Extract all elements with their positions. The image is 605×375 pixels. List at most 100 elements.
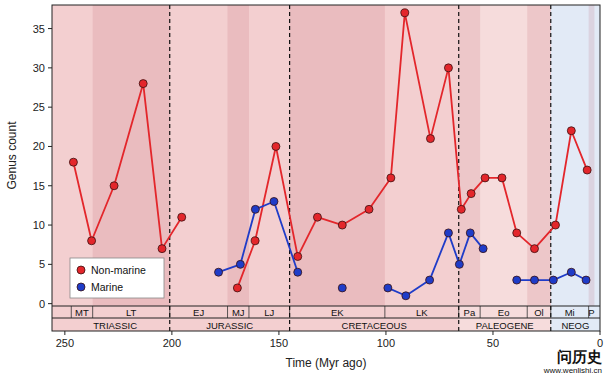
epoch-label: LK [416, 307, 428, 318]
data-point [313, 213, 321, 221]
timescale-background [52, 5, 600, 331]
data-point [88, 237, 96, 245]
y-tick [48, 225, 52, 226]
data-point [251, 205, 259, 213]
band-line [52, 318, 600, 319]
data-point [384, 284, 392, 292]
data-point [498, 174, 506, 182]
y-tick-label: 35 [33, 23, 45, 35]
epoch-label: MT [75, 307, 89, 318]
x-tick [492, 331, 493, 335]
epoch-divider [92, 306, 93, 318]
data-point [444, 64, 452, 72]
frame [52, 5, 600, 331]
data-point [426, 135, 434, 143]
legend: Non-marineMarine [70, 258, 164, 298]
x-tick [64, 331, 65, 335]
legend-marker [77, 283, 85, 291]
y-tick-label: 5 [39, 258, 45, 270]
epoch-label: P [588, 307, 594, 318]
data-point [139, 80, 147, 88]
epoch-band [589, 5, 595, 306]
data-point [401, 9, 409, 17]
x-tick-label: 100 [377, 337, 395, 349]
y-tick [48, 185, 52, 186]
data-point [583, 166, 591, 174]
epoch-band [527, 5, 551, 306]
data-point [178, 213, 186, 221]
period-label: CRETACEOUS [342, 320, 407, 331]
period-band [551, 5, 600, 331]
data-point [567, 127, 575, 135]
period-label: TRIASSIC [93, 320, 137, 331]
data-point [233, 284, 241, 292]
series-line [73, 13, 587, 288]
data-point [402, 292, 410, 300]
data-point [530, 245, 538, 253]
x-tick [385, 331, 386, 335]
watermark-url: www.wenlishi.cn [543, 366, 602, 375]
epoch-divider [527, 306, 528, 318]
data-point [158, 245, 166, 253]
data-point [549, 276, 557, 284]
y-tick-label: 25 [33, 101, 45, 113]
epoch-label: EK [331, 307, 344, 318]
data-point [294, 268, 302, 276]
epoch-divider [480, 306, 481, 318]
plot-background [52, 5, 600, 331]
data-point [551, 221, 559, 229]
y-tick-label: 30 [33, 62, 45, 74]
epoch-divider [248, 306, 249, 318]
y-tick-label: 0 [39, 298, 45, 310]
x-tick-label: 50 [487, 337, 499, 349]
data-point [567, 268, 575, 276]
epoch-label: Eo [498, 307, 510, 318]
period-boundary [289, 5, 290, 331]
epoch-label: MJ [232, 307, 245, 318]
y-tick [48, 107, 52, 108]
y-tick [48, 146, 52, 147]
y-tick-label: 20 [33, 140, 45, 152]
data-point [455, 260, 463, 268]
data-point [479, 245, 487, 253]
epoch-label: Ol [534, 307, 544, 318]
data-point [270, 197, 278, 205]
data-point [582, 276, 590, 284]
epoch-label: Pa [464, 307, 476, 318]
data-point [251, 237, 259, 245]
data-point [513, 229, 521, 237]
epoch-divider [71, 306, 72, 318]
data-point [69, 158, 77, 166]
epoch-label: EJ [193, 307, 204, 318]
epoch-label: LJ [264, 307, 274, 318]
watermark-title: 问历史 [557, 348, 602, 365]
epoch-band [290, 5, 385, 306]
data-point [457, 205, 465, 213]
x-tick-label: 150 [270, 337, 288, 349]
x-tick [600, 331, 601, 335]
data-point [272, 142, 280, 150]
legend-marker [77, 266, 85, 274]
epoch-label: LT [126, 307, 137, 318]
series-line [219, 201, 587, 295]
data-point [426, 276, 434, 284]
period-band [290, 5, 459, 331]
period-boundary [169, 5, 170, 331]
data-point [215, 268, 223, 276]
period-label: NEOG [561, 320, 589, 331]
epoch-divider [227, 306, 228, 318]
y-tick [48, 303, 52, 304]
data-point [467, 190, 475, 198]
legend-box [70, 258, 164, 298]
data-point [444, 229, 452, 237]
period-label: PALEOGENE [476, 320, 534, 331]
y-axis-title: Genus count [5, 121, 19, 190]
data-point [338, 284, 346, 292]
y-tick-label: 10 [33, 219, 45, 231]
data-point [530, 276, 538, 284]
y-tick-label: 15 [33, 180, 45, 192]
chart: MTLTEJMJLJEKLKPaEoOlMiPTRIASSICJURASSICC… [0, 0, 605, 375]
x-axis-title: Time (Myr ago) [286, 356, 367, 370]
data-point [481, 174, 489, 182]
y-tick [48, 28, 52, 29]
